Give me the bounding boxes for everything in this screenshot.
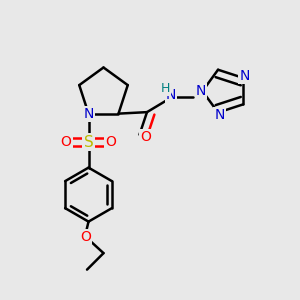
Text: O: O: [140, 130, 151, 144]
Text: O: O: [80, 230, 91, 244]
Text: N: N: [239, 68, 250, 83]
Text: N: N: [166, 88, 176, 102]
Text: N: N: [83, 106, 94, 121]
Text: H: H: [160, 82, 170, 94]
Text: O: O: [61, 135, 71, 149]
Text: O: O: [106, 135, 116, 149]
Text: N: N: [196, 84, 206, 98]
Text: S: S: [84, 135, 93, 150]
Text: N: N: [214, 108, 225, 122]
